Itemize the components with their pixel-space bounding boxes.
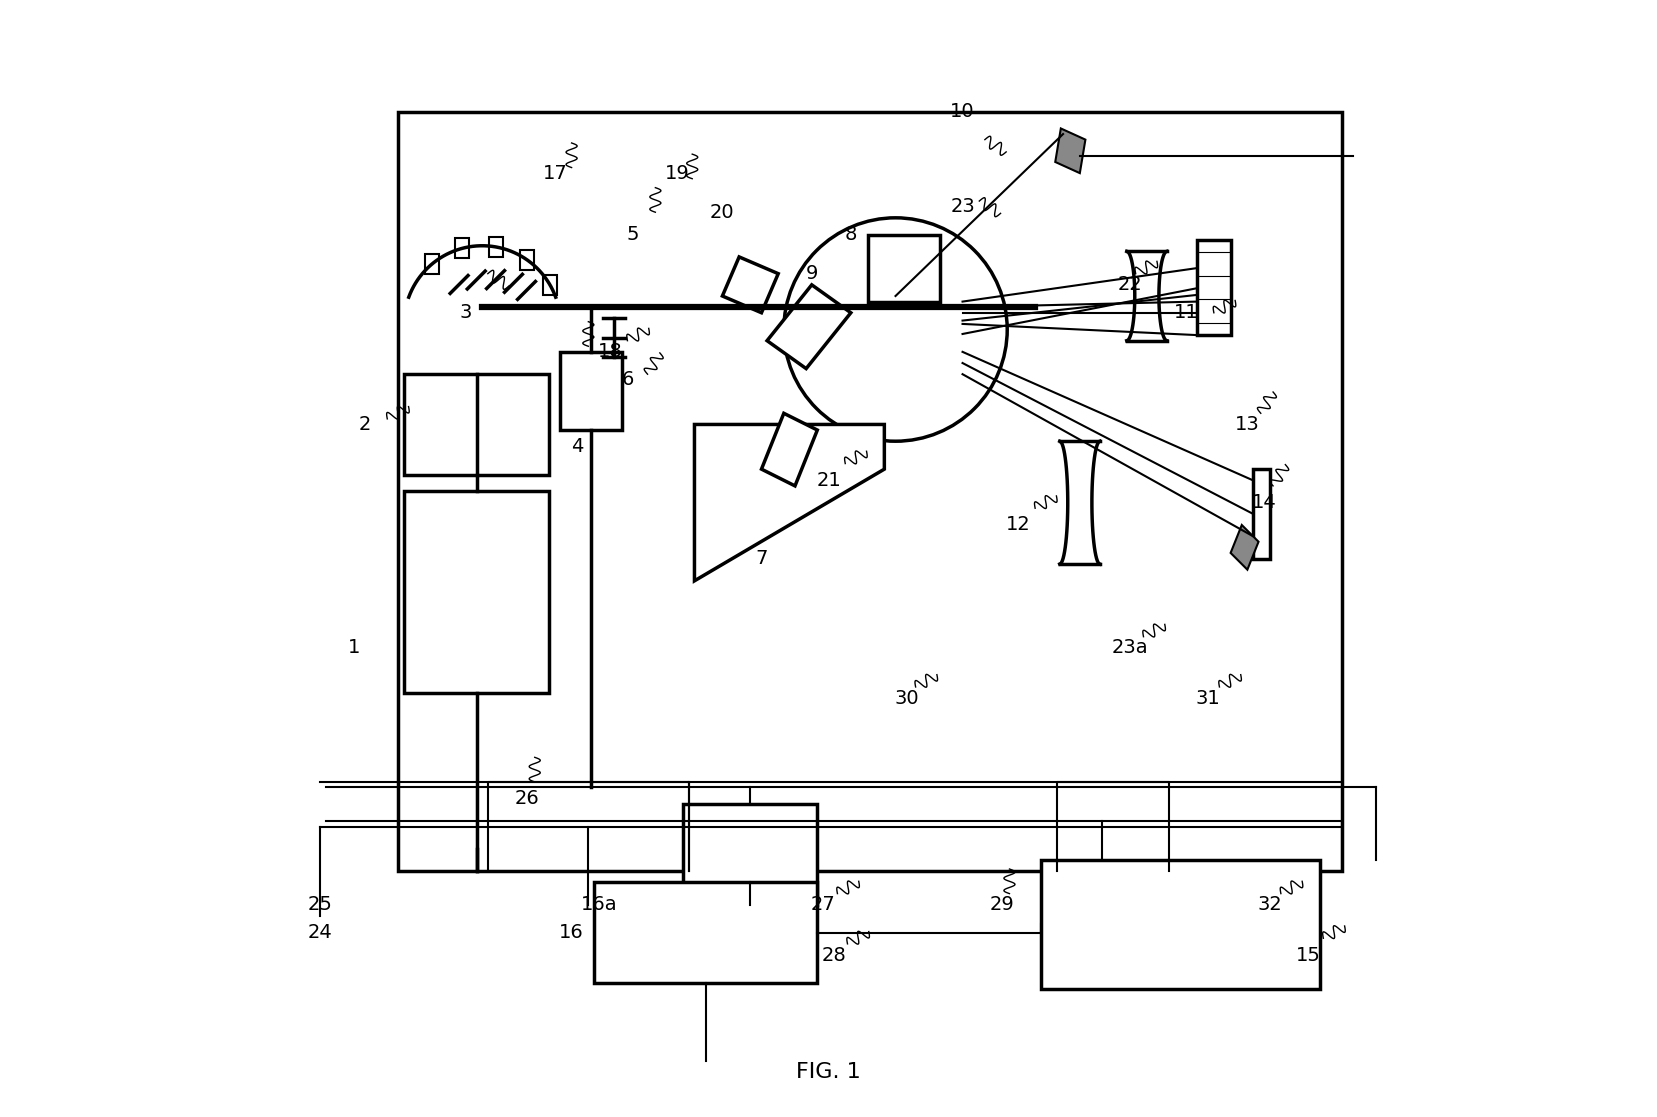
Text: 16a: 16a: [582, 895, 618, 915]
Polygon shape: [543, 275, 557, 295]
Polygon shape: [404, 374, 548, 475]
Text: 8: 8: [845, 225, 857, 245]
Text: 5: 5: [626, 225, 640, 245]
Polygon shape: [404, 491, 548, 693]
Text: 23: 23: [949, 197, 974, 217]
Text: 12: 12: [1006, 515, 1031, 535]
Text: 6: 6: [621, 370, 633, 390]
Text: 4: 4: [572, 437, 583, 457]
Text: 7: 7: [756, 548, 767, 569]
Text: 19: 19: [666, 163, 689, 183]
Polygon shape: [868, 235, 940, 302]
Text: 13: 13: [1234, 414, 1259, 435]
Polygon shape: [694, 424, 885, 581]
Text: 17: 17: [542, 163, 567, 183]
Text: 3: 3: [459, 303, 472, 323]
Polygon shape: [1231, 525, 1259, 570]
Text: 1: 1: [348, 638, 360, 658]
Text: 15: 15: [1296, 945, 1321, 965]
Text: 25: 25: [308, 895, 333, 915]
Polygon shape: [1196, 240, 1231, 335]
Text: 16: 16: [558, 923, 583, 943]
Polygon shape: [767, 285, 850, 369]
Text: 24: 24: [308, 923, 333, 943]
Polygon shape: [722, 257, 779, 313]
Polygon shape: [593, 882, 817, 983]
Text: 20: 20: [711, 202, 734, 222]
Text: 9: 9: [805, 264, 819, 284]
Text: 30: 30: [895, 688, 920, 708]
Text: 21: 21: [817, 470, 840, 490]
Polygon shape: [1253, 469, 1269, 558]
Polygon shape: [489, 237, 502, 257]
Polygon shape: [456, 238, 469, 258]
Text: 31: 31: [1196, 688, 1221, 708]
Text: FIG. 1: FIG. 1: [795, 1062, 862, 1082]
Polygon shape: [683, 804, 817, 905]
Text: 11: 11: [1173, 303, 1198, 323]
Polygon shape: [762, 413, 817, 486]
Text: 22: 22: [1118, 275, 1142, 295]
Text: 32: 32: [1258, 895, 1283, 915]
Polygon shape: [1056, 128, 1085, 173]
Text: 28: 28: [822, 945, 847, 965]
Text: 2: 2: [360, 414, 371, 435]
Text: 18: 18: [598, 342, 623, 362]
Polygon shape: [520, 250, 534, 270]
Text: 23a: 23a: [1112, 638, 1148, 658]
Text: 27: 27: [810, 895, 835, 915]
Text: 14: 14: [1251, 493, 1276, 513]
Text: 26: 26: [515, 789, 539, 809]
Polygon shape: [1041, 860, 1321, 989]
Text: 29: 29: [989, 895, 1014, 915]
Polygon shape: [426, 254, 439, 274]
Polygon shape: [560, 352, 621, 430]
Text: 10: 10: [949, 102, 974, 122]
